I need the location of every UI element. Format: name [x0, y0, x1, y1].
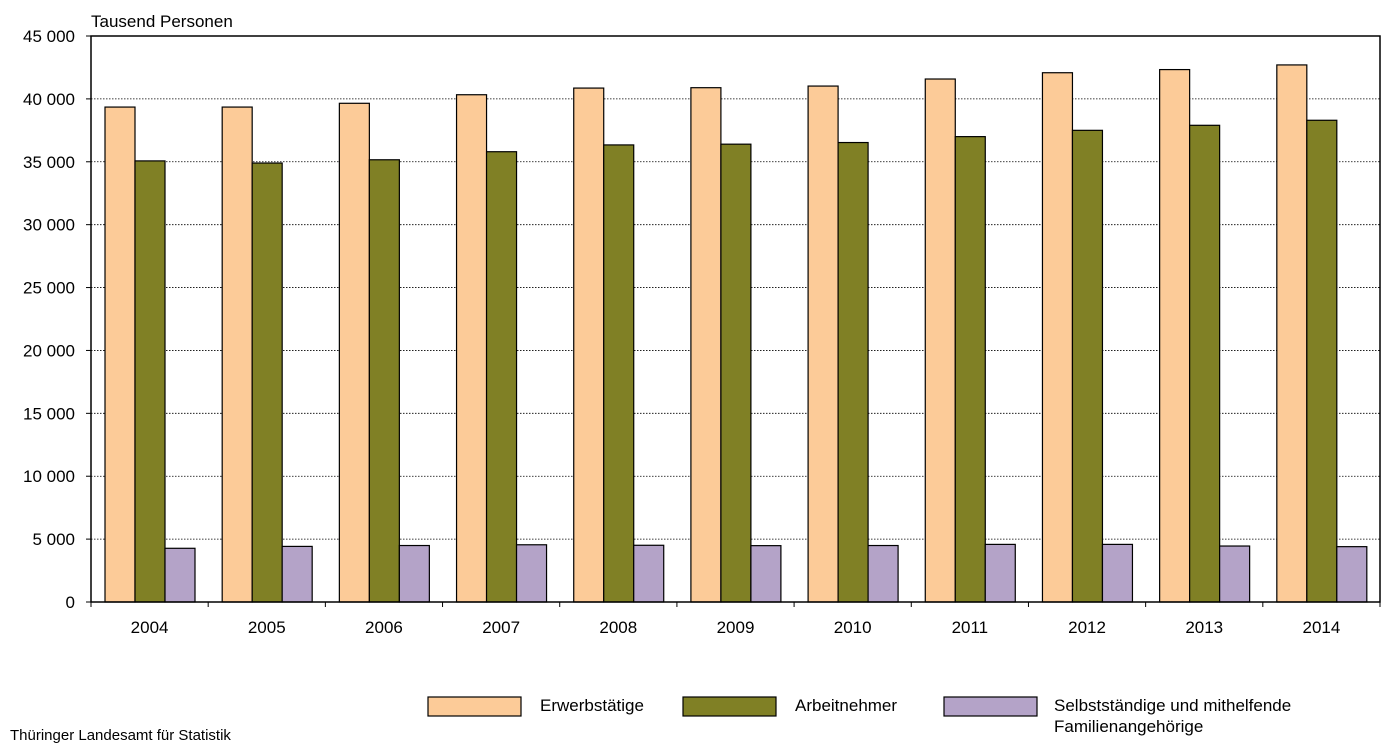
bar-1-2007: [485, 151, 518, 603]
y-tick-label: 0: [66, 593, 75, 612]
x-tick-label: 2005: [248, 618, 286, 637]
x-tick-label: 2009: [717, 618, 755, 637]
x-tick-label: 2012: [1068, 618, 1106, 637]
unit-label: Tausend Personen: [91, 12, 233, 31]
bar-1-2011: [954, 136, 986, 603]
x-tick-label: 2007: [482, 618, 520, 637]
legend-swatch-erwerbstaetige: [427, 696, 522, 717]
bar-0-2014: [1276, 64, 1308, 603]
legend-label-erwerbstaetige: Erwerbstätige: [540, 696, 644, 715]
x-tick-label: 2014: [1302, 618, 1340, 637]
y-tick-label: 45 000: [23, 27, 75, 46]
y-tick-label: 40 000: [23, 90, 75, 109]
bar-2-2009: [750, 545, 782, 603]
bar-0-2010: [807, 85, 839, 603]
bar-2-2006: [398, 544, 430, 603]
bar-1-2010: [837, 141, 869, 603]
bar-0-2011: [924, 78, 956, 603]
x-tick-label: 2013: [1185, 618, 1223, 637]
bar-2-2012: [1101, 543, 1134, 603]
legend-label-selbststaendige-line2: Familienangehörige: [1054, 717, 1203, 736]
bar-0-2004: [104, 106, 136, 603]
y-tick-label: 30 000: [23, 216, 75, 235]
bar-2-2008: [633, 544, 665, 603]
x-axis: 2004 2005 2006 2007 2008 2009 2010 2011 2012 2013…: [90, 602, 1381, 637]
bar-1-2005: [251, 162, 283, 603]
y-axis: 0 5 000 10 000 15 000 20 000 25 000 30 000 35 0…: [23, 27, 91, 612]
bars: [104, 64, 1368, 603]
bar-1-2008: [603, 144, 635, 603]
bar-1-2014: [1306, 119, 1338, 603]
bar-0-2012: [1041, 72, 1074, 603]
bar-2-2005: [281, 545, 313, 603]
x-tick-label: 2008: [599, 618, 637, 637]
bar-2-2014: [1336, 546, 1368, 603]
bar-0-2008: [573, 87, 605, 603]
bar-0-2007: [455, 94, 488, 603]
bar-0-2013: [1159, 68, 1191, 603]
y-tick-label: 15 000: [23, 404, 75, 423]
bar-2-2004: [164, 547, 196, 603]
legend: Erwerbstätige Arbeitnehmer Selbstständig…: [427, 696, 1291, 736]
y-tick-label: 5 000: [32, 530, 75, 549]
bar-0-2009: [690, 87, 722, 603]
bar-2-2010: [867, 544, 899, 603]
bar-0-2006: [338, 102, 370, 603]
y-tick-label: 25 000: [23, 279, 75, 298]
legend-label-arbeitnehmer: Arbeitnehmer: [795, 696, 897, 715]
legend-label-selbststaendige-line1: Selbstständige und mithelfende: [1054, 696, 1291, 715]
bar-1-2004: [134, 160, 166, 603]
x-tick-label: 2004: [131, 618, 169, 637]
plot-frame: [90, 35, 1381, 603]
bar-2-2011: [984, 543, 1016, 603]
x-tick-label: 2011: [952, 618, 989, 637]
y-tick-label: 35 000: [23, 153, 75, 172]
bar-1-2009: [720, 143, 752, 603]
bar-0-2005: [221, 106, 253, 603]
legend-swatch-selbststaendige: [943, 696, 1038, 717]
source-note: Thüringer Landesamt für Statistik: [10, 727, 231, 744]
y-tick-label: 10 000: [23, 467, 75, 486]
bar-1-2012: [1071, 129, 1104, 603]
bar-2-2013: [1219, 545, 1251, 603]
bar-1-2006: [368, 159, 400, 603]
x-tick-label: 2010: [834, 618, 872, 637]
bar-1-2013: [1189, 124, 1221, 603]
y-tick-label: 20 000: [23, 341, 75, 360]
x-tick-label: 2006: [365, 618, 403, 637]
bar-2-2007: [515, 544, 548, 603]
legend-swatch-arbeitnehmer: [682, 696, 777, 717]
